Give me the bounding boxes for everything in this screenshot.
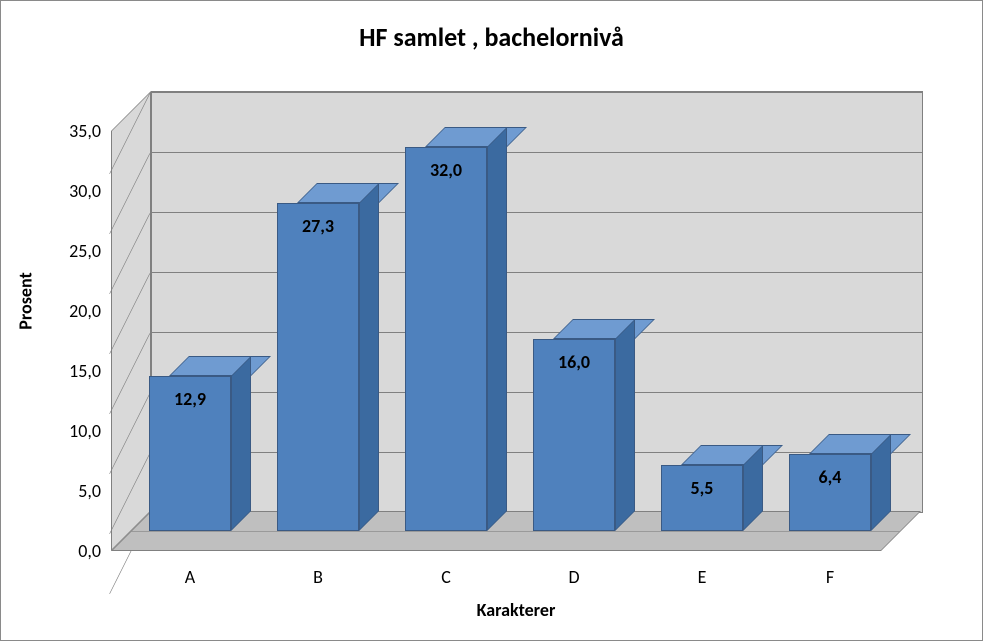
y-tick-label: 20,0 (69, 300, 101, 322)
bar: 32,0 (405, 147, 487, 531)
gridline (152, 152, 922, 153)
bar: 27,3 (277, 203, 359, 531)
bar-front (277, 203, 359, 531)
bar-side (487, 127, 507, 531)
x-axis-title: Karakterer (111, 599, 921, 621)
chart-container: HF samlet , bachelornivå Prosent 0,0 5,0 1… (0, 0, 983, 641)
x-tick-label: C (441, 566, 451, 588)
x-tick-label: B (313, 566, 323, 588)
gridline (152, 332, 922, 333)
y-tick-label: 35,0 (69, 120, 101, 142)
plot-area: 12,9 27,3 32,0 16,0 5,5 6,4 (111, 91, 941, 561)
y-tick-label: 30,0 (69, 180, 101, 202)
bar-front (533, 339, 615, 531)
chart-title: HF samlet , bachelornivå (1, 21, 982, 53)
gridline (152, 92, 922, 93)
x-tick-label: A (185, 566, 195, 588)
x-tick-label: F (826, 566, 834, 588)
y-axis-title: Prosent (11, 91, 41, 511)
x-tick-label: D (568, 566, 579, 588)
y-tick-label: 10,0 (69, 420, 101, 442)
bar: 6,4 (789, 454, 871, 531)
y-axis-tick-labels: 0,05,010,015,020,025,030,035,0 (51, 91, 101, 511)
bar: 5,5 (661, 465, 743, 531)
x-axis-tick-labels: A B C D E F (111, 566, 921, 596)
bar-front (405, 147, 487, 531)
bar-side (231, 356, 251, 531)
y-tick-label: 15,0 (69, 360, 101, 382)
bar: 16,0 (533, 339, 615, 531)
bar-side (359, 183, 379, 531)
x-tick-label: E (698, 566, 707, 588)
bar: 12,9 (149, 376, 231, 531)
y-tick-label: 5,0 (78, 480, 101, 502)
bar-front (661, 465, 743, 531)
gridline (152, 272, 922, 273)
bar-front (149, 376, 231, 531)
y-tick-label: 25,0 (69, 240, 101, 262)
bar-front (789, 454, 871, 531)
bar-side (615, 319, 635, 531)
gridline (152, 212, 922, 213)
y-tick-label: 0,0 (78, 540, 101, 562)
plot-side-wall (111, 91, 151, 551)
